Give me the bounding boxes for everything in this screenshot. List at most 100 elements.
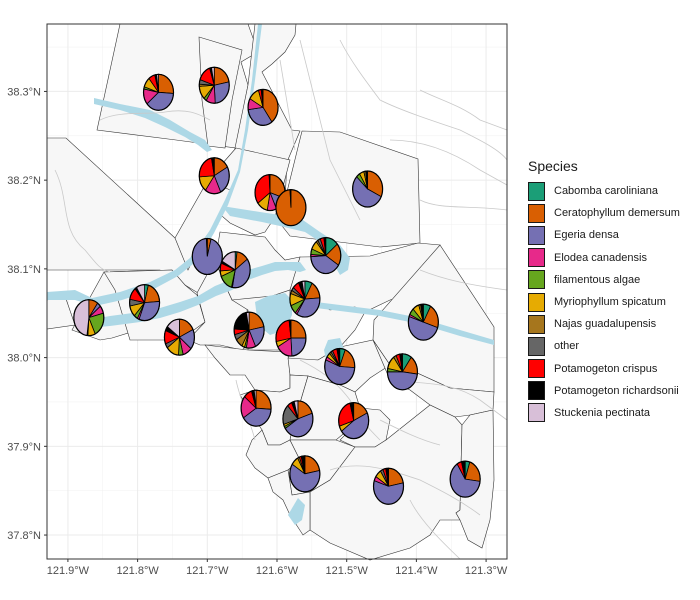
legend-key-swatch — [528, 314, 545, 334]
legend-item: Potamogeton richardsonii — [528, 380, 680, 402]
pie-outline — [372, 467, 405, 505]
legend-title: Species — [528, 158, 578, 174]
x-tick-label: 121.5°W — [326, 565, 369, 577]
site-pie — [324, 347, 356, 386]
pie-outline — [352, 170, 384, 208]
site-pie — [128, 283, 161, 322]
site-pie — [289, 455, 321, 493]
legend-key-swatch — [528, 203, 545, 223]
x-tick-label: 121.3°W — [465, 565, 508, 577]
legend-label: Cabomba caroliniana — [554, 185, 658, 198]
y-tick-label: 37.8°N — [7, 530, 41, 542]
site-pie — [198, 66, 230, 104]
site-pie — [407, 303, 439, 341]
x-tick-label: 121.9°W — [47, 565, 90, 577]
site-pie — [449, 460, 481, 498]
y-tick-label: 38.2°N — [7, 175, 41, 187]
pie-outline — [282, 400, 314, 438]
site-pie — [198, 157, 230, 195]
legend-item: other — [528, 335, 680, 357]
pie-outline — [247, 88, 279, 126]
legend-label: Stuckenia pectinata — [554, 406, 651, 419]
legend-label: Najas guadalupensis — [554, 318, 657, 331]
legend-label: filamentous algae — [554, 273, 641, 286]
legend-label: Potamogeton richardsonii — [554, 384, 679, 397]
pie-outline — [289, 455, 321, 493]
y-tick-label: 38.1°N — [7, 264, 41, 276]
site-pie — [275, 189, 307, 227]
site-pie — [282, 400, 314, 438]
site-pie — [240, 389, 272, 427]
legend-label: Potamogeton crispus — [554, 362, 658, 375]
legend-label: Egeria densa — [554, 229, 619, 242]
legend-item: Stuckenia pectinata — [528, 402, 680, 424]
site-pie — [386, 353, 419, 391]
legend-label: other — [554, 340, 580, 353]
site-pie — [338, 401, 370, 440]
legend-label: Myriophyllum spicatum — [554, 296, 666, 309]
legend-key-swatch — [528, 181, 545, 201]
river-channel — [94, 98, 212, 152]
pie-markers — [73, 66, 481, 505]
site-pie — [219, 251, 251, 289]
pie-outline — [310, 236, 342, 275]
site-pie — [142, 73, 175, 111]
x-tick-label: 121.6°W — [256, 565, 299, 577]
y-tick-label: 38.3°N — [7, 86, 41, 98]
site-pie — [352, 170, 384, 208]
pie-outline — [191, 237, 223, 276]
pie-outline — [386, 353, 419, 391]
legend-item: Myriophyllum spicatum — [528, 291, 680, 313]
legend-key-swatch — [528, 359, 545, 379]
legend-key-swatch — [528, 336, 545, 356]
legend-key-swatch — [528, 225, 545, 245]
legend-item: Ceratophyllum demersum — [528, 202, 680, 224]
axes: 121.9°W 121.8°W 121.7°W 121.6°W 121.5°W 121.4… — [7, 86, 508, 577]
legend-label: Ceratophyllum demersum — [554, 207, 680, 220]
legend-item: Elodea canadensis — [528, 247, 680, 269]
legend-item: Cabomba caroliniana — [528, 180, 680, 202]
lake — [288, 498, 305, 525]
site-pie — [73, 299, 105, 337]
pie-outline — [142, 73, 175, 111]
y-tick-label: 38.0°N — [7, 353, 41, 365]
site-pie — [275, 319, 307, 357]
site-pie — [163, 318, 196, 356]
x-tick-label: 121.7°W — [186, 565, 229, 577]
pie-outline — [289, 280, 321, 318]
pie-outline — [275, 319, 307, 357]
legend-key-swatch — [528, 292, 545, 312]
legend-item: filamentous algae — [528, 269, 680, 291]
x-tick-label: 121.8°W — [116, 565, 159, 577]
legend-key-swatch — [528, 381, 545, 401]
pie-outline — [73, 299, 105, 337]
y-tick-label: 37.9°N — [7, 441, 41, 453]
site-pie — [289, 280, 321, 318]
legend-key-swatch — [528, 403, 545, 423]
pie-outline — [163, 318, 196, 356]
site-pie — [247, 88, 279, 126]
pie-outline — [198, 157, 230, 195]
pie-outline — [407, 303, 439, 341]
legend-item: Egeria densa — [528, 224, 680, 246]
pie-outline — [219, 251, 251, 289]
pie-outline — [233, 311, 265, 349]
legend: Species Cabomba caroliniana Ceratophyllum… — [528, 158, 680, 424]
legend-item: Potamogeton crispus — [528, 358, 680, 380]
legend-label: Elodea canadensis — [554, 251, 647, 264]
site-pie — [372, 467, 405, 505]
river-channel — [47, 24, 262, 306]
legend-key-swatch — [528, 248, 545, 268]
x-tick-label: 121.4°W — [395, 565, 438, 577]
pie-outline — [275, 189, 307, 227]
site-pie — [191, 237, 223, 276]
legend-items: Cabomba caroliniana Ceratophyllum demersu… — [528, 180, 680, 424]
pie-outline — [338, 401, 370, 440]
legend-key-swatch — [528, 270, 545, 290]
site-pie — [233, 311, 265, 349]
pie-outline — [240, 389, 272, 427]
site-pie — [310, 236, 342, 275]
pie-outline — [128, 283, 161, 322]
river-channel — [300, 300, 494, 345]
